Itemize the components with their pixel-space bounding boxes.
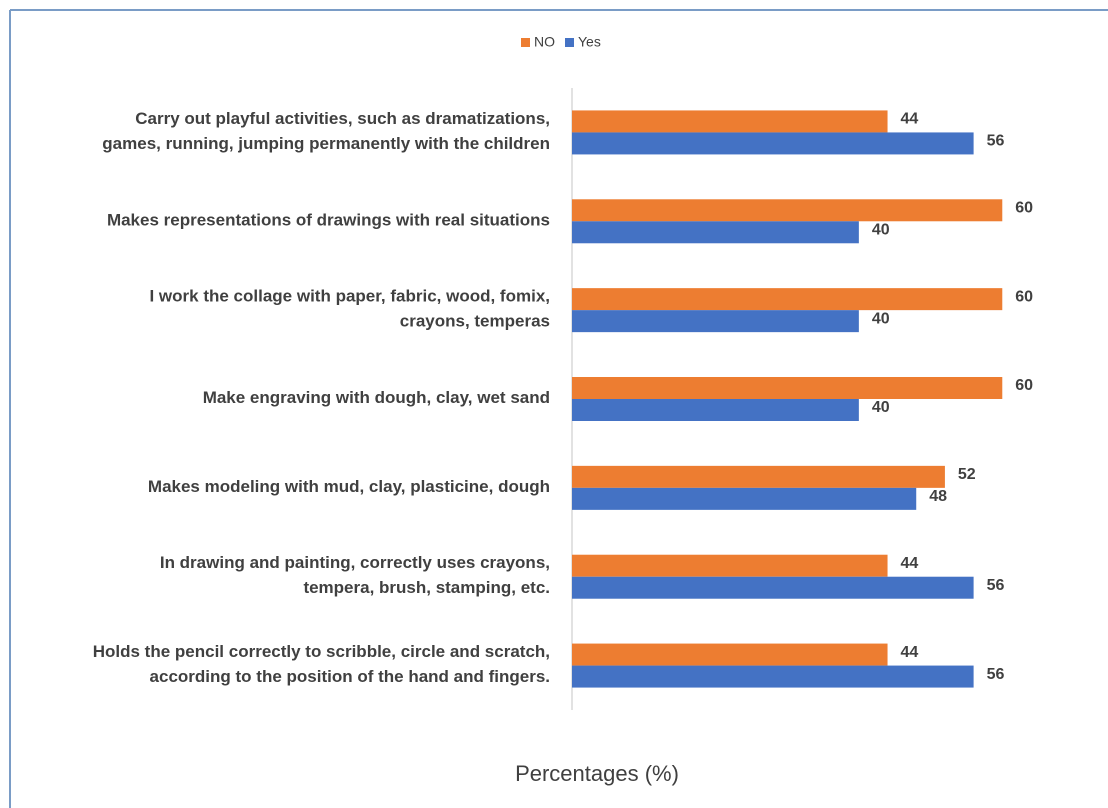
bar	[572, 132, 974, 155]
bar	[572, 399, 859, 421]
value-label: 56	[987, 577, 1005, 594]
value-label: 44	[901, 111, 919, 128]
bar	[572, 288, 1003, 311]
bar	[572, 310, 859, 333]
value-label: 56	[987, 133, 1005, 150]
legend-swatch	[521, 38, 530, 47]
x-axis-label: Percentages (%)	[515, 761, 679, 786]
y-tick-label: Makes representations of drawings with r…	[107, 211, 550, 230]
bar	[572, 487, 917, 510]
value-label: 60	[1015, 377, 1033, 394]
value-label: 48	[929, 488, 947, 505]
value-label: 60	[1015, 200, 1033, 217]
bar	[572, 665, 974, 688]
y-tick-label: In drawing and painting, correctly uses …	[160, 554, 550, 598]
bar	[572, 221, 859, 244]
value-label: 44	[901, 644, 919, 661]
value-label: 40	[872, 222, 890, 239]
bar	[572, 643, 888, 666]
value-label: 40	[872, 310, 890, 327]
bar	[572, 465, 945, 488]
value-label: 40	[872, 399, 890, 416]
value-label: 44	[901, 555, 919, 572]
y-tick-label: Carry out playful activities, such as dr…	[102, 109, 550, 153]
bar	[572, 377, 1003, 399]
legend-swatch	[565, 38, 574, 47]
value-label: 52	[958, 466, 976, 483]
legend-label: NO	[534, 34, 555, 50]
bar	[572, 576, 974, 599]
value-label: 60	[1015, 288, 1033, 305]
y-tick-label: Holds the pencil correctly to scribble, …	[93, 643, 550, 687]
y-tick-label: I work the collage with paper, fabric, w…	[149, 287, 550, 331]
bar	[572, 199, 1003, 222]
value-label: 56	[987, 666, 1005, 683]
y-tick-label: Make engraving with dough, clay, wet san…	[203, 388, 550, 407]
y-tick-label: Makes modeling with mud, clay, plasticin…	[148, 477, 550, 496]
bar	[572, 554, 888, 577]
bar	[572, 110, 888, 133]
legend-label: Yes	[578, 34, 601, 50]
